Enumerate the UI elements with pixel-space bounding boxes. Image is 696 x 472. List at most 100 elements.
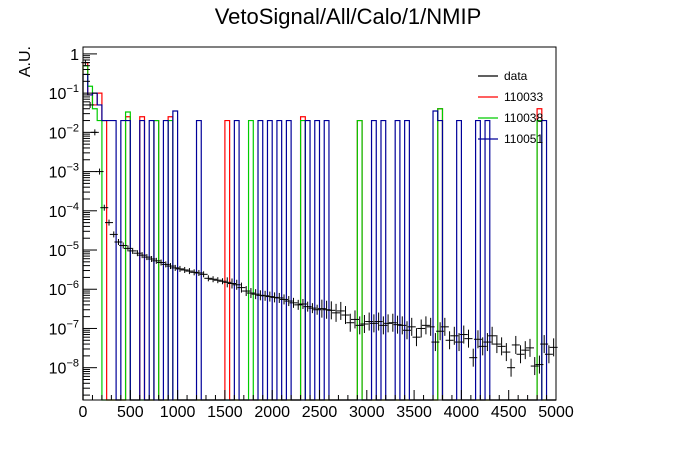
legend-label: data bbox=[504, 69, 528, 83]
legend-label: 110033 bbox=[504, 90, 543, 104]
data-point bbox=[483, 333, 492, 352]
data-point bbox=[175, 265, 184, 272]
axis-layer: 0 500 1000 1500 2000 2500 3000 3500 4000 4500 5000… bbox=[49, 47, 574, 421]
y-tick-label: 10−2 bbox=[49, 122, 79, 142]
data-point bbox=[521, 341, 530, 360]
data-point bbox=[336, 301, 345, 320]
data-point bbox=[440, 317, 449, 336]
data-point bbox=[365, 312, 374, 331]
data-point bbox=[265, 291, 274, 302]
data-point bbox=[194, 269, 203, 276]
data-point bbox=[284, 296, 293, 307]
y-tick-label: 10−6 bbox=[49, 279, 79, 299]
data-point bbox=[166, 263, 175, 270]
data-point bbox=[109, 231, 118, 238]
data-point bbox=[431, 333, 440, 352]
data-point bbox=[488, 326, 497, 345]
data-point bbox=[502, 343, 511, 362]
data-point bbox=[270, 292, 279, 303]
legend-entry-data: data bbox=[478, 69, 528, 83]
data-point bbox=[421, 316, 430, 335]
data-point bbox=[450, 326, 459, 345]
data-point bbox=[142, 254, 151, 261]
data-point bbox=[516, 345, 525, 364]
data-point bbox=[213, 277, 222, 284]
data-point bbox=[171, 264, 180, 271]
data-point bbox=[128, 247, 137, 254]
data-point bbox=[355, 316, 364, 335]
data-point bbox=[426, 317, 435, 336]
data-point bbox=[209, 276, 218, 283]
data-point bbox=[360, 314, 369, 333]
data-point bbox=[237, 282, 246, 293]
data-point bbox=[412, 328, 421, 347]
x-tick-label: 5000 bbox=[538, 404, 574, 421]
data-point bbox=[246, 288, 255, 299]
data-point bbox=[100, 204, 109, 211]
series-110051-histogram bbox=[82, 73, 556, 401]
data-point bbox=[511, 335, 520, 354]
data-point bbox=[199, 271, 208, 278]
data-point bbox=[218, 278, 227, 285]
data-point bbox=[459, 325, 468, 344]
data-point bbox=[289, 297, 298, 308]
data-point bbox=[147, 256, 156, 263]
y-tick-label: 10−1 bbox=[49, 83, 79, 103]
data-point bbox=[473, 330, 482, 349]
legend-entry-110033: 110033 bbox=[478, 90, 543, 104]
data-point bbox=[393, 315, 402, 334]
x-tick-label: 0 bbox=[79, 404, 88, 421]
legend-label: 110038 bbox=[504, 111, 543, 125]
data-point bbox=[445, 331, 454, 350]
data-point bbox=[261, 290, 270, 301]
data-point bbox=[322, 300, 331, 319]
y-tick-label: 10−7 bbox=[49, 318, 79, 338]
data-point bbox=[190, 269, 199, 276]
x-tick-label: 3000 bbox=[349, 404, 385, 421]
data-point bbox=[492, 335, 501, 354]
data-point bbox=[469, 348, 478, 367]
x-tick-label: 500 bbox=[117, 404, 144, 421]
data-point bbox=[313, 304, 322, 315]
x-tick-label: 1500 bbox=[207, 404, 243, 421]
data-point bbox=[530, 357, 539, 376]
data-point bbox=[507, 358, 516, 377]
x-tick-label: 1000 bbox=[160, 404, 196, 421]
data-point bbox=[152, 257, 161, 264]
data-point bbox=[251, 289, 260, 300]
y-axis-label: A.U. bbox=[17, 46, 34, 77]
legend: data 110033 110038 110051 bbox=[478, 69, 543, 146]
data-point bbox=[369, 314, 378, 333]
data-point bbox=[379, 316, 388, 335]
data-point bbox=[317, 299, 326, 318]
data-point bbox=[407, 317, 416, 336]
data-point bbox=[280, 294, 289, 305]
y-tick-label: 10−3 bbox=[49, 162, 79, 182]
data-point bbox=[403, 321, 412, 340]
plot-frame bbox=[82, 46, 557, 401]
x-tick-label: 4500 bbox=[491, 404, 527, 421]
data-point bbox=[298, 299, 307, 310]
data-point bbox=[275, 292, 284, 303]
data-point bbox=[384, 314, 393, 333]
y-tick-label: 1 bbox=[70, 47, 79, 64]
data-point bbox=[303, 301, 312, 312]
data-point bbox=[436, 322, 445, 341]
data-point bbox=[398, 316, 407, 335]
y-tick-label: 10−8 bbox=[49, 358, 79, 378]
data-point bbox=[180, 266, 189, 273]
data-point bbox=[138, 252, 147, 259]
data-point bbox=[161, 261, 170, 268]
data-point bbox=[133, 250, 142, 257]
data-point bbox=[114, 239, 123, 246]
data-point bbox=[478, 337, 487, 356]
data-point bbox=[227, 278, 236, 289]
x-tick-label: 3500 bbox=[396, 404, 432, 421]
data-point bbox=[374, 312, 383, 331]
data-point bbox=[455, 333, 464, 352]
y-tick-label: 10−5 bbox=[49, 240, 79, 260]
chart-title: VetoSignal/All/Calo/1/NMIP bbox=[215, 4, 482, 29]
x-tick-label: 2000 bbox=[254, 404, 290, 421]
data-point bbox=[341, 306, 350, 325]
